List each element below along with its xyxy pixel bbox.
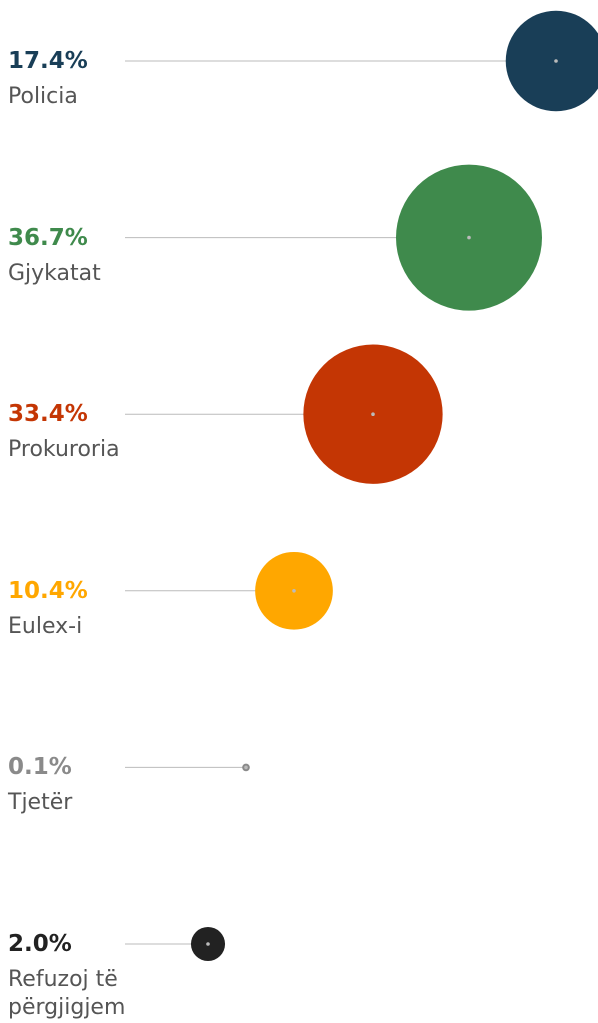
category-label: Prokuroria <box>8 437 120 463</box>
center-dot <box>467 235 471 240</box>
bubble <box>505 10 598 112</box>
value-label: 0.1% <box>8 754 72 781</box>
category-label: Refuzoj të përgjigjem <box>8 967 126 1020</box>
center-dot <box>554 59 558 63</box>
value-label: 10.4% <box>8 577 88 604</box>
value-label: 36.7% <box>8 224 88 251</box>
category-label: Gjykatat <box>8 260 101 286</box>
value-label: 33.4% <box>8 401 88 428</box>
center-dot <box>244 765 248 770</box>
center-dot <box>292 589 296 593</box>
value-label: 17.4% <box>8 48 88 74</box>
center-dot <box>371 412 375 417</box>
category-label: Eulex-i <box>8 613 83 639</box>
value-label: 2.0% <box>8 931 72 957</box>
center-dot <box>206 942 210 946</box>
category-label: Policia <box>8 84 78 109</box>
category-label: Tjetër <box>8 790 73 816</box>
